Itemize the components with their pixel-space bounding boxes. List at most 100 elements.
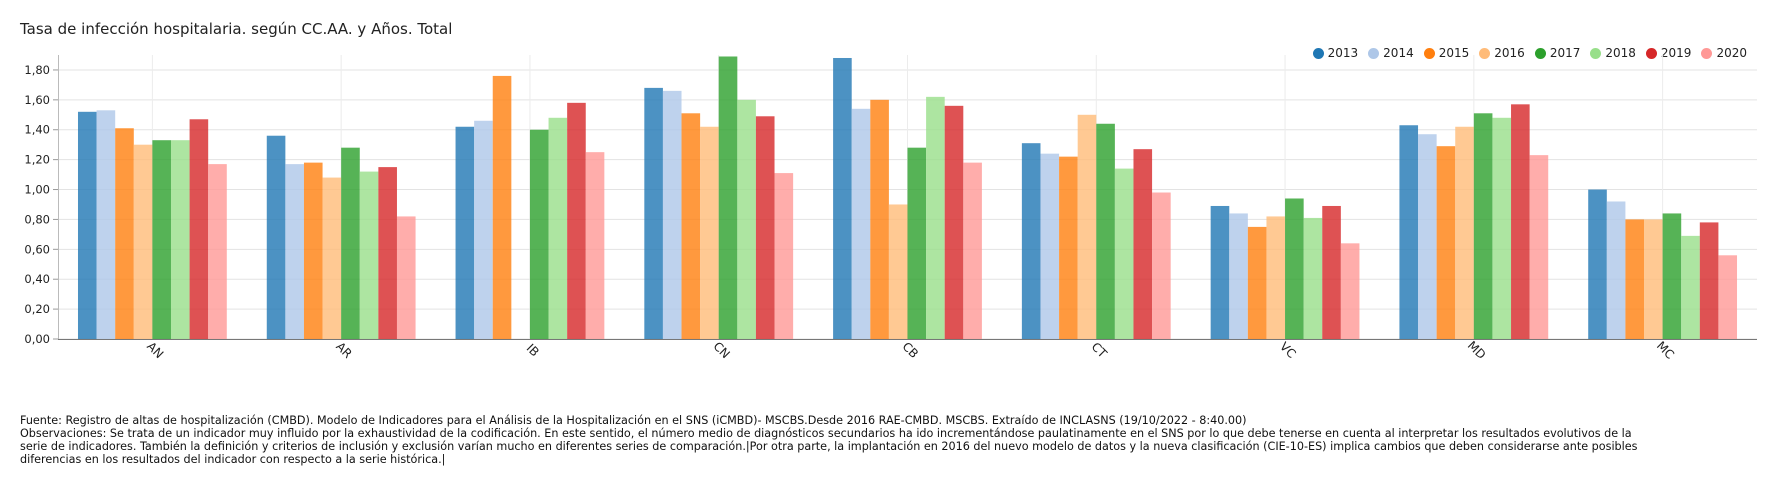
bar-ct-2019: 2019 CT: 1.27 [1133,149,1153,339]
legend-item-2013[interactable]: 2013 [1312,46,1359,60]
bar-mc-2013: 2013 MC: 1 [1588,189,1607,339]
bar-an-2018: 2018 AN: 1.33 [170,140,190,339]
bar-ar-2020: 2020 AR: 0.82 [396,216,416,339]
bar-ar-2017: 2017 AR: 1.28 [341,147,360,339]
bar-ib-2015: 2015 IB: 1.76 [492,75,512,339]
chart-legend: 2013 2014 2015 2016 2017 2018 2019 2020 [1312,46,1747,60]
bar-ar-2016: 2016 AR: 1.08 [322,177,342,339]
x-tick-label: AN [144,339,166,361]
bar-an-2019: 2019 AN: 1.47 [189,119,209,339]
bar-ib-2019: 2019 IB: 1.58 [567,102,586,340]
legend-item-2019[interactable]: 2019 [1645,46,1692,60]
legend-label: 2016 [1494,46,1525,60]
bar-md-2016: 2016 MD: 1.42 [1455,126,1474,339]
bar-vc-2017: 2017 VC: 0.94 [1285,198,1304,339]
bar-mc-2016: 2016 MC: 0.8 [1644,219,1663,339]
chart-title: Tasa de infección hospitalaria. según CC… [20,20,453,38]
legend-label: 2017 [1549,46,1581,60]
legend-swatch [1590,47,1602,59]
x-tick-label: CT [1089,340,1110,361]
bar-cb-2013: 2013 CB: 1.88 [833,57,852,340]
bar-mc-2015: 2015 MC: 0.8 [1625,219,1645,339]
x-tick-label: CN [710,339,732,361]
legend-item-2016[interactable]: 2016 [1479,46,1525,60]
bar-cn-2019: 2019 CN: 1.49 [755,116,775,339]
bar-cb-2015: 2015 CB: 1.6 [870,99,889,339]
legend-swatch [1368,47,1380,59]
legend-item-2018[interactable]: 2018 [1590,46,1636,60]
bar-vc-2015: 2015 VC: 0.75 [1247,226,1267,339]
bar-cb-2020: 2020 CB: 1.18 [963,162,982,339]
bar-ar-2013: 2013 AR: 1.36 [266,135,286,339]
x-tick-label: CB [900,339,922,361]
bar-cn-2020: 2020 CN: 1.11 [774,173,794,339]
bar-ib-2013: 2013 IB: 1.42 [455,126,475,339]
x-tick-label: AR [333,339,355,361]
bar-md-2014: 2014 MD: 1.37 [1418,134,1437,339]
bar-mc-2020: 2020 MC: 0.56 [1718,255,1738,339]
legend-swatch [1423,47,1435,59]
bar-cb-2017: 2017 CB: 1.28 [907,147,927,339]
bar-ar-2019: 2019 AR: 1.15 [378,167,397,339]
x-tick-label: IB [524,341,542,359]
legend-label: 2019 [1660,46,1692,60]
bar-md-2015: 2015 MD: 1.29 [1436,146,1456,339]
bar-an-2013: 2013 AN: 1.52 [77,111,97,339]
y-tick-label: 0,00 [24,332,50,346]
bar-vc-2014: 2014 VC: 0.84 [1229,213,1248,339]
bar-ct-2013: 2013 CT: 1.31 [1021,143,1041,339]
bar-ib-2014: 2014 IB: 1.46 [474,120,493,339]
bar-md-2013: 2013 MD: 1.43 [1399,125,1419,340]
legend-item-2014[interactable]: 2014 [1368,46,1414,60]
bar-ct-2018: 2018 CT: 1.14 [1114,168,1134,339]
bar-an-2015: 2015 AN: 1.41 [115,128,134,339]
bar-an-2020: 2020 AN: 1.17 [208,164,227,339]
bar-vc-2020: 2020 VC: 0.64 [1340,243,1360,339]
legend-label: 2014 [1383,46,1414,60]
bar-mc-2018: 2018 MC: 0.69 [1681,235,1700,339]
y-tick-label: 1,40 [24,123,50,137]
x-tick-label: MC [1654,339,1677,362]
bar-chart: 0,00 0,20 0,40 0,60 0,80 1,00 1,20 1,40 1,60 1,80… [24,55,1757,362]
bar-mc-2014: 2014 MC: 0.92 [1606,201,1626,339]
y-tick-label: 1,80 [24,63,50,77]
source-note: Fuente: Registro de altas de hospitaliza… [20,414,1247,427]
x-tick-label: MD [1465,338,1489,362]
bar-cn-2015: 2015 CN: 1.51 [681,113,701,339]
bar-cn-2016: 2016 CN: 1.42 [700,126,719,339]
bar-md-2019: 2019 MD: 1.57 [1511,104,1530,339]
y-tick-label: 1,60 [24,93,50,107]
bar-ct-2015: 2015 CT: 1.22 [1059,156,1078,339]
legend-swatch [1534,47,1546,59]
y-tick-label: 0,80 [24,212,50,226]
bar-ar-2015: 2015 AR: 1.18 [303,162,323,339]
bar-vc-2019: 2019 VC: 0.89 [1322,205,1341,339]
legend-item-2017[interactable]: 2017 [1534,46,1581,60]
bar-vc-2018: 2018 VC: 0.81 [1303,217,1323,339]
y-tick-label: 0,20 [24,302,50,316]
legend-label: 2013 [1327,46,1359,60]
legend-swatch [1645,47,1657,59]
bar-cn-2013: 2013 CN: 1.68 [644,87,663,339]
bar-ib-2017: 2017 IB: 1.4 [529,129,549,339]
bar-ar-2018: 2018 AR: 1.12 [359,171,379,339]
legend-item-2015[interactable]: 2015 [1423,46,1469,60]
bar-ib-2018: 2018 IB: 1.48 [548,117,568,339]
bar-cb-2019: 2019 CB: 1.56 [944,105,964,340]
bar-cn-2017: 2017 CN: 1.89 [718,56,738,339]
chart-footer: Fuente: Registro de altas de hospitaliza… [20,414,1660,466]
bar-cb-2016: 2016 CB: 0.9 [888,204,908,339]
bar-an-2017: 2017 AN: 1.33 [152,140,171,339]
legend-swatch [1479,47,1491,59]
y-tick-label: 1,00 [24,183,50,197]
bar-ct-2016: 2016 CT: 1.5 [1077,114,1097,339]
bar-md-2020: 2020 MD: 1.23 [1529,155,1549,339]
bar-md-2017: 2017 MD: 1.51 [1473,113,1493,339]
legend-item-2020[interactable]: 2020 [1701,46,1747,60]
y-tick-label: 1,20 [24,153,50,167]
bar-cn-2014: 2014 CN: 1.66 [662,90,682,339]
legend-swatch [1701,47,1713,59]
bar-ct-2014: 2014 CT: 1.24 [1040,153,1060,339]
bar-an-2016: 2016 AN: 1.3 [133,144,153,339]
bar-vc-2013: 2013 VC: 0.89 [1210,205,1230,339]
